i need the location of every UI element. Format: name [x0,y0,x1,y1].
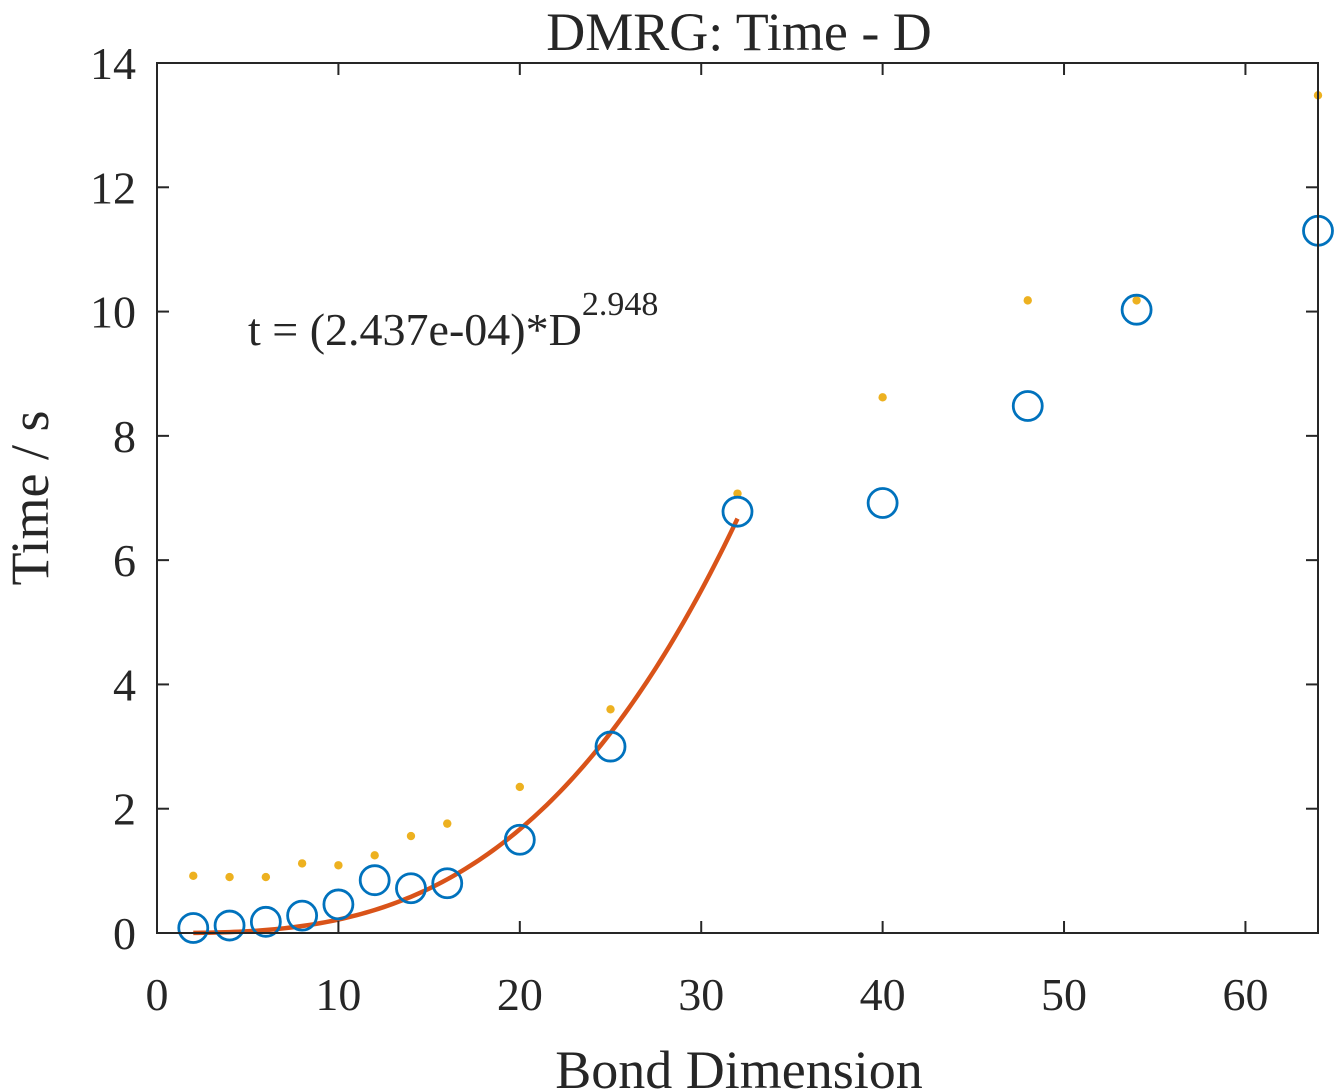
y-tick-label: 6 [113,535,136,586]
circle-point [177,912,210,944]
x-tick-label: 60 [1222,969,1268,1020]
y-tick-label: 14 [90,38,136,89]
dot-point [443,819,452,828]
x-tick-label: 20 [497,969,543,1020]
x-tick-label: 50 [1041,969,1087,1020]
circle-point [358,864,391,897]
circle-point [395,872,427,905]
circle-point [1011,390,1044,422]
axis-ticks: 0 10 20 30 40 50 60 0 2 4 6 8 10 12 14 [90,38,1318,1020]
y-tick-label: 0 [113,908,136,959]
circle-point [213,909,246,942]
y-tick-label: 8 [113,411,136,462]
circle-point [866,487,899,519]
circle-point [594,730,627,763]
dot-point [1132,296,1141,305]
circle-point [322,888,355,921]
dot-point [606,705,615,714]
fit-equation-exponent: 2.948 [582,286,659,323]
fit-equation-text: t = (2.437e-04)*D [248,304,582,355]
circle-point [249,905,282,938]
dot-point [1023,296,1032,305]
dot-point [297,859,307,868]
chart-marks [177,91,1334,944]
dot-point [189,871,198,881]
dot-point [370,851,379,860]
x-axis-title: Bond Dimension [555,1040,923,1092]
y-axis-title: Time / s [0,410,60,585]
x-tick-label: 0 [146,969,169,1020]
fit-curve [193,517,740,936]
dot-point [878,393,887,402]
dot-point [733,489,742,498]
circle-point [431,867,464,900]
dot-point [225,872,234,882]
x-tick-label: 10 [315,969,361,1020]
plot-area-frame [156,62,1319,934]
y-tick-label: 2 [113,784,136,835]
chart-title: DMRG: Time - D [546,2,932,62]
x-tick-label: 40 [860,969,906,1020]
fit-equation-annotation: t = (2.437e-04)*D2.948 [248,286,658,355]
x-tick-label: 30 [678,969,724,1020]
circle-point [721,495,754,528]
y-tick-label: 12 [90,162,136,213]
dot-point [261,872,271,882]
circle-point [503,823,536,856]
y-tick-label: 4 [113,659,136,710]
dot-point [334,861,343,870]
dot-point [515,782,525,792]
circle-point [286,899,319,932]
dot-point [406,831,416,841]
circle-point [1120,293,1153,326]
y-tick-label: 10 [90,287,136,338]
